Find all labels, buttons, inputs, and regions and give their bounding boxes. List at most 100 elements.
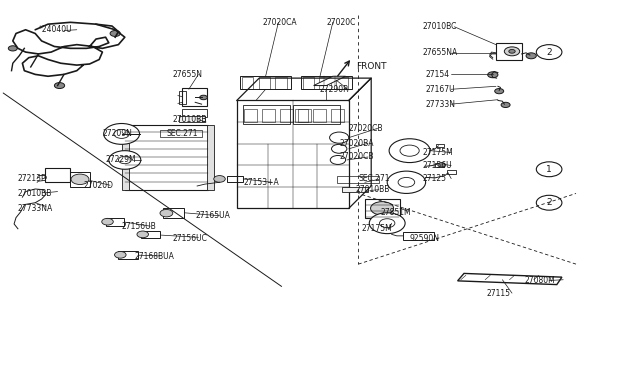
Text: 27733NA: 27733NA xyxy=(18,204,53,213)
Circle shape xyxy=(118,156,131,164)
Bar xyxy=(342,187,368,192)
Bar xyxy=(365,199,400,218)
Bar xyxy=(313,109,326,122)
Bar xyxy=(182,109,207,117)
Bar xyxy=(331,109,344,122)
Text: 27080M: 27080M xyxy=(525,276,556,285)
Text: 27156U: 27156U xyxy=(422,161,452,170)
Text: 27175M: 27175M xyxy=(362,224,392,233)
Text: 27156UB: 27156UB xyxy=(122,222,156,231)
Bar xyxy=(240,76,291,89)
Polygon shape xyxy=(314,76,346,86)
Circle shape xyxy=(330,132,349,143)
Bar xyxy=(298,109,311,122)
Bar xyxy=(303,77,314,89)
Text: 27020C: 27020C xyxy=(326,18,356,27)
Circle shape xyxy=(104,124,140,144)
Polygon shape xyxy=(458,273,562,285)
Text: 27010BB: 27010BB xyxy=(173,115,207,124)
Circle shape xyxy=(332,144,347,153)
Text: 27655NA: 27655NA xyxy=(422,48,458,57)
Circle shape xyxy=(504,47,520,56)
Circle shape xyxy=(380,219,395,228)
Bar xyxy=(336,77,348,89)
Text: 27229M: 27229M xyxy=(106,155,136,164)
Text: SEC.271: SEC.271 xyxy=(358,174,390,183)
Text: 27020D: 27020D xyxy=(83,182,113,190)
Bar xyxy=(280,109,293,122)
Bar xyxy=(244,109,257,122)
Circle shape xyxy=(137,231,148,238)
Circle shape xyxy=(160,209,173,217)
Text: 27125: 27125 xyxy=(422,174,447,183)
Bar xyxy=(182,88,207,106)
Text: 27655N: 27655N xyxy=(173,70,203,79)
Circle shape xyxy=(495,89,504,94)
Text: 27115: 27115 xyxy=(486,289,511,298)
Bar xyxy=(301,76,352,89)
Bar xyxy=(496,43,522,60)
Text: 27154: 27154 xyxy=(426,70,450,79)
Circle shape xyxy=(200,95,207,100)
Circle shape xyxy=(102,218,113,225)
Bar xyxy=(45,168,70,182)
Circle shape xyxy=(536,162,562,177)
Bar xyxy=(262,109,275,122)
Text: FRONT: FRONT xyxy=(356,62,387,71)
Text: SEC.271: SEC.271 xyxy=(166,129,198,138)
Bar xyxy=(163,208,184,218)
Bar xyxy=(319,77,331,89)
Circle shape xyxy=(214,176,225,182)
Bar xyxy=(125,125,208,190)
Bar xyxy=(106,218,124,226)
Text: 27020CB: 27020CB xyxy=(349,124,383,133)
Text: 27010BB: 27010BB xyxy=(355,185,390,194)
Circle shape xyxy=(371,202,394,215)
Circle shape xyxy=(526,53,536,59)
Text: 27010BB: 27010BB xyxy=(18,189,52,198)
Bar xyxy=(243,105,291,124)
Text: 27209N: 27209N xyxy=(102,129,132,138)
Circle shape xyxy=(115,251,126,258)
Circle shape xyxy=(501,102,510,108)
Text: 27168BUA: 27168BUA xyxy=(134,252,174,261)
Text: 92590N: 92590N xyxy=(410,234,440,243)
Bar xyxy=(435,163,444,167)
Circle shape xyxy=(109,151,141,169)
Text: 27153+A: 27153+A xyxy=(243,178,279,187)
Circle shape xyxy=(387,171,426,193)
Text: 27851M: 27851M xyxy=(381,208,412,217)
Text: 1: 1 xyxy=(547,165,552,174)
Circle shape xyxy=(400,145,419,156)
Bar xyxy=(141,231,160,238)
Text: 27213P: 27213P xyxy=(18,174,47,183)
Circle shape xyxy=(389,139,430,163)
Bar xyxy=(207,125,214,190)
Bar xyxy=(70,172,90,187)
Text: 27020CA: 27020CA xyxy=(262,18,297,27)
Text: 27010BC: 27010BC xyxy=(422,22,457,31)
Text: 27165UA: 27165UA xyxy=(195,211,230,220)
Circle shape xyxy=(8,46,17,51)
Text: 27156UC: 27156UC xyxy=(173,234,207,243)
Circle shape xyxy=(438,163,445,167)
Bar xyxy=(179,91,186,104)
Circle shape xyxy=(330,155,346,164)
Circle shape xyxy=(110,31,120,36)
Bar xyxy=(118,251,138,259)
Bar xyxy=(403,232,434,240)
Text: 27290R: 27290R xyxy=(320,85,349,94)
Text: 27020CB: 27020CB xyxy=(339,152,374,161)
Circle shape xyxy=(536,195,562,210)
Text: 27167U: 27167U xyxy=(426,85,455,94)
Bar xyxy=(259,77,270,89)
Text: *24040U: *24040U xyxy=(38,25,72,34)
Bar xyxy=(160,130,202,137)
Circle shape xyxy=(369,213,405,234)
Bar xyxy=(237,100,349,208)
Bar xyxy=(227,176,243,182)
Text: 2: 2 xyxy=(547,48,552,57)
Text: 27733N: 27733N xyxy=(426,100,456,109)
Bar xyxy=(293,105,340,124)
Bar xyxy=(337,176,379,183)
